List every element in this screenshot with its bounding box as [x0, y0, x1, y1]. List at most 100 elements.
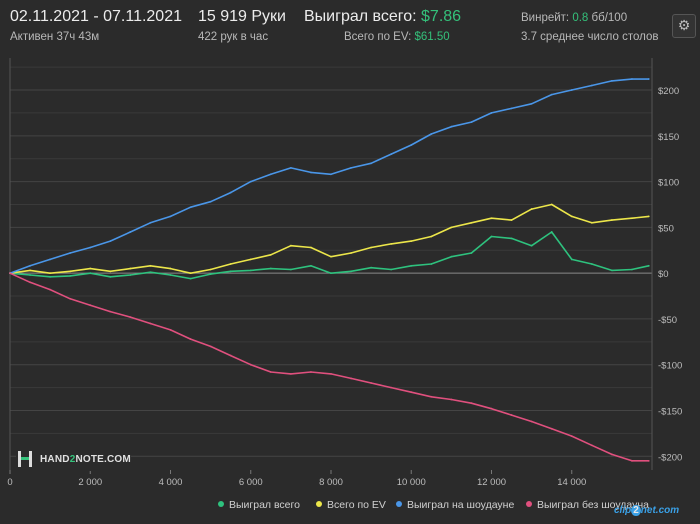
series-point [350, 270, 352, 273]
series-point [29, 269, 31, 272]
series-point [490, 112, 493, 114]
series-point [129, 274, 132, 276]
gear-icon[interactable]: ⚙ [672, 14, 696, 38]
series-point [330, 173, 332, 176]
series-point [129, 316, 132, 319]
legend-item-non-showdown[interactable]: Выиграл без шоудауна [526, 499, 649, 511]
series-point [590, 444, 593, 447]
series-point [310, 171, 312, 174]
series-point [530, 208, 533, 210]
y-tick-label: $50 [658, 223, 674, 234]
series-point [149, 271, 152, 274]
series-point [149, 264, 152, 267]
clip2net-watermark: clip 2 net.com [614, 505, 680, 516]
series-point [209, 345, 212, 348]
legend-dot [316, 501, 322, 508]
series-point [49, 288, 52, 291]
axis-ticks: $200 $150 $100 $50 $0 -$50 -$100 -$150 -$200 0 2 0… [7, 86, 682, 488]
series-point [229, 270, 232, 273]
series-point [169, 215, 172, 218]
series-point [350, 377, 352, 380]
series-point [647, 215, 650, 218]
series-point [289, 268, 292, 271]
series-point [530, 102, 533, 105]
series-point [310, 371, 312, 373]
won-total: Выиграл всего: $7.86 [304, 8, 461, 26]
series-point [370, 266, 373, 269]
series-point [410, 264, 413, 267]
series-point [430, 263, 433, 265]
x-tick-label: 4 000 [159, 477, 183, 488]
series-point [550, 93, 553, 96]
y-tick-label: -$150 [658, 406, 682, 417]
series-point [189, 277, 192, 280]
hand2note-logo-icon [16, 450, 34, 468]
series-point [89, 246, 92, 249]
series-point [269, 173, 272, 176]
series-point [330, 372, 332, 375]
series-point [470, 121, 473, 123]
series-point [610, 269, 613, 272]
series-point [49, 258, 52, 261]
series-point [169, 267, 172, 270]
series-point [490, 407, 493, 410]
y-tick-label: -$50 [658, 315, 677, 326]
won-total-value: $7.86 [421, 8, 462, 25]
hand2note-brand: HAND2NOTE.COM [40, 453, 131, 465]
series-point [129, 231, 132, 233]
series-point [89, 304, 92, 307]
series-point [430, 235, 433, 238]
series-point [390, 242, 393, 245]
series-point [390, 386, 393, 389]
series-point [510, 107, 513, 110]
legend-item-ev[interactable]: Всего по EV [316, 499, 386, 511]
series-point [390, 268, 393, 271]
series-point [450, 226, 453, 229]
x-tick-label: 8 000 [319, 477, 343, 488]
y-tick-label: -$100 [658, 361, 682, 372]
legend-item-showdown[interactable]: Выиграл на шоудауне [396, 499, 514, 511]
series-point [631, 459, 633, 462]
series-point [209, 273, 212, 275]
hand2note-watermark: HAND2NOTE.COM [16, 447, 131, 471]
series-point [647, 264, 650, 267]
series-point [550, 203, 553, 206]
graph-chart: $200 $150 $100 $50 $0 -$50 -$100 -$150 -$200 0 2 0… [7, 58, 682, 488]
series-point [69, 275, 72, 277]
series-point [530, 244, 533, 247]
series-point [269, 253, 272, 256]
series-point [289, 244, 292, 247]
stats-header: 02.11.2021 - 07.11.2021 Активен 37ч 43м … [0, 0, 700, 50]
series-point [510, 237, 513, 240]
series-point [570, 215, 573, 218]
series-point [169, 329, 172, 331]
winrate-unit: бб/100 [591, 12, 628, 24]
series-point [149, 221, 152, 224]
x-tick-label: 14 000 [557, 477, 586, 488]
series-point [109, 270, 112, 273]
series-point [49, 275, 52, 278]
series-point [249, 269, 252, 272]
series-point [510, 414, 513, 416]
series-point [610, 219, 613, 221]
series-point [69, 297, 72, 300]
series-point [9, 272, 11, 275]
y-tick-label: $200 [658, 86, 679, 97]
series-point [330, 255, 332, 258]
series-point [470, 221, 473, 224]
series-point [610, 79, 613, 82]
series-point [189, 338, 192, 340]
series-point [430, 395, 433, 398]
series-point [289, 372, 292, 375]
legend-item-won[interactable]: Выиграл всего [218, 499, 300, 511]
series-point [209, 200, 212, 203]
series-point [29, 274, 31, 276]
series-point [169, 274, 172, 276]
series-point [69, 270, 72, 273]
series-point [129, 267, 132, 270]
series-point [269, 371, 272, 373]
series-point [450, 255, 453, 258]
series-point [350, 252, 352, 254]
series-point [269, 267, 272, 270]
hands-per-hour: 422 рук в час [198, 31, 269, 43]
